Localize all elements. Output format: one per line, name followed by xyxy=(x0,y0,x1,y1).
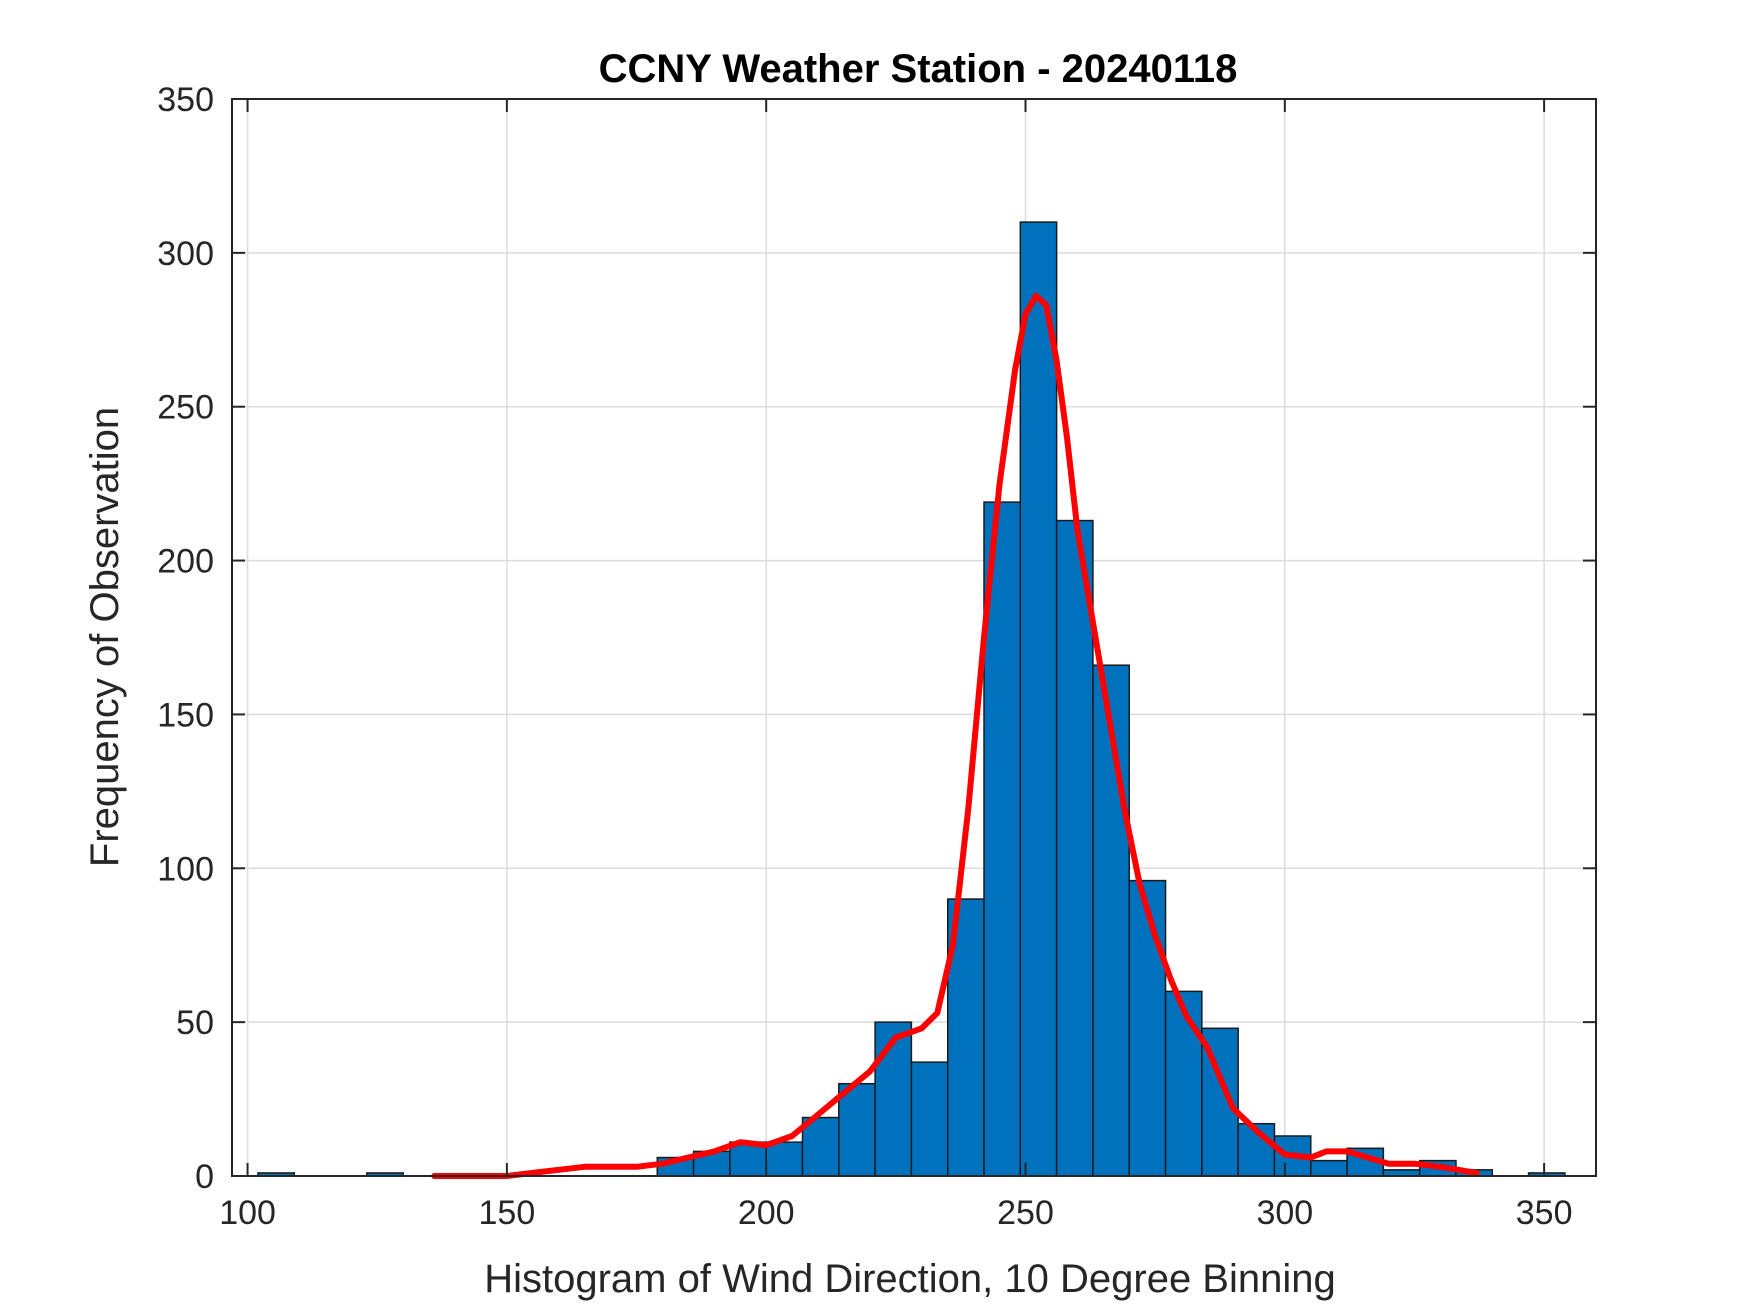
chart-title: CCNY Weather Station - 20240118 xyxy=(599,47,1238,91)
histogram-bar xyxy=(838,1082,876,1177)
x-axis-label: Histogram of Wind Direction, 10 Degree B… xyxy=(484,1257,1336,1301)
histogram-bar xyxy=(1128,879,1167,1177)
histogram-bar xyxy=(1092,664,1130,1177)
x-tick-label: 350 xyxy=(1516,1194,1573,1232)
histogram-bar xyxy=(1310,1159,1348,1177)
x-tick-label: 100 xyxy=(219,1194,276,1232)
fit-curve-line xyxy=(431,292,1480,1179)
plot-frame xyxy=(231,98,1597,1177)
histogram-bar xyxy=(874,1021,913,1177)
y-tick-label: 150 xyxy=(157,696,214,734)
y-tick-labels: 0 50 100 150 200 250 300 350 xyxy=(157,81,214,1196)
histogram-bar xyxy=(1019,221,1058,1177)
y-tick-label: 100 xyxy=(157,850,214,888)
x-tick-label: 250 xyxy=(997,1194,1054,1232)
histogram-bar xyxy=(983,501,1022,1177)
x-tick-label: 200 xyxy=(738,1194,795,1232)
histogram-bar xyxy=(1055,519,1094,1177)
y-tick-label: 250 xyxy=(157,389,214,427)
y-tick-label: 350 xyxy=(157,81,214,119)
y-tick-label: 50 xyxy=(176,1004,214,1042)
grid-lines xyxy=(232,98,1596,1177)
histogram-bar xyxy=(910,1061,949,1177)
histogram-bar xyxy=(801,1116,840,1177)
y-tick-label: 200 xyxy=(157,543,214,581)
y-tick-label: 0 xyxy=(195,1158,214,1196)
x-tick-label: 150 xyxy=(479,1194,536,1232)
histogram-bar xyxy=(1164,990,1203,1177)
x-tick-labels: 100 150 200 250 300 350 xyxy=(219,1194,1572,1232)
x-tick-label: 300 xyxy=(1256,1194,1313,1232)
y-axis-label: Frequency of Observation xyxy=(83,407,127,867)
y-tick-label: 300 xyxy=(157,235,214,273)
axis-ticks xyxy=(232,98,1596,1177)
histogram-bar xyxy=(765,1141,804,1177)
